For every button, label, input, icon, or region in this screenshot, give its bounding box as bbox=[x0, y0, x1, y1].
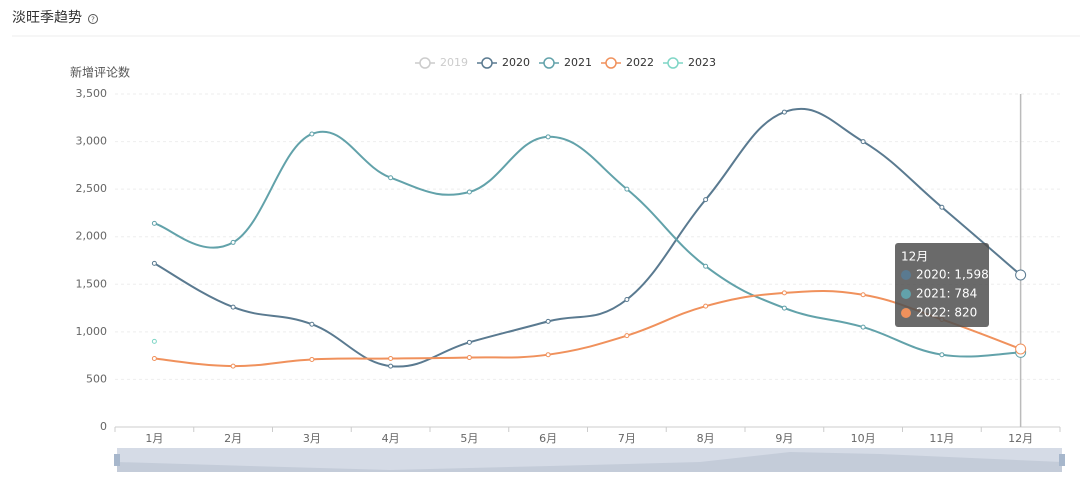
y-tick-label: 3,500 bbox=[76, 87, 108, 100]
data-point bbox=[388, 175, 394, 181]
legend-item[interactable]: 2022 bbox=[601, 56, 654, 69]
data-point bbox=[151, 355, 157, 361]
datazoom[interactable] bbox=[114, 448, 1065, 472]
x-tick-label: 3月 bbox=[303, 432, 321, 445]
legend-symbol bbox=[605, 57, 617, 69]
data-point bbox=[466, 189, 472, 195]
data-point bbox=[624, 333, 630, 339]
x-tick-label: 6月 bbox=[539, 432, 557, 445]
data-point bbox=[939, 352, 945, 358]
tooltip-swatch bbox=[901, 289, 911, 299]
x-tick-label: 2月 bbox=[224, 432, 242, 445]
data-point bbox=[230, 304, 236, 310]
help-icon-glyph: ? bbox=[91, 16, 95, 24]
data-point bbox=[1015, 269, 1027, 281]
legend-item[interactable]: 2019 bbox=[415, 56, 468, 69]
y-tick-label: 2,500 bbox=[76, 182, 108, 195]
legend-item[interactable]: 2023 bbox=[663, 56, 716, 69]
y-tick-label: 3,000 bbox=[76, 135, 108, 148]
data-point bbox=[151, 260, 157, 266]
data-point bbox=[230, 239, 236, 245]
data-point bbox=[388, 363, 394, 369]
y-tick-label: 1,000 bbox=[76, 325, 108, 338]
tooltip-box bbox=[895, 243, 989, 327]
series-line bbox=[154, 289, 1021, 368]
tooltip-title: 12月 bbox=[901, 250, 928, 264]
data-point bbox=[860, 292, 866, 298]
y-tick-label: 500 bbox=[86, 372, 107, 385]
data-point bbox=[781, 109, 787, 115]
data-point bbox=[309, 356, 315, 362]
x-tick-label: 1月 bbox=[145, 432, 163, 445]
data-point bbox=[703, 303, 709, 309]
data-point bbox=[545, 318, 551, 324]
tooltip-line: 2021: 784 bbox=[916, 287, 977, 301]
tooltip-swatch bbox=[901, 308, 911, 318]
data-point bbox=[781, 305, 787, 311]
data-point bbox=[860, 139, 866, 145]
data-point bbox=[703, 197, 709, 203]
tooltip-line: 2020: 1,598 bbox=[916, 268, 989, 282]
chart-title: 淡旺季趋势 bbox=[12, 10, 82, 26]
data-point bbox=[624, 297, 630, 303]
data-point bbox=[151, 220, 157, 226]
data-point bbox=[151, 338, 157, 344]
legend-item[interactable]: 2020 bbox=[477, 56, 530, 69]
data-point bbox=[624, 186, 630, 192]
legend-label: 2020 bbox=[502, 56, 530, 69]
datazoom-shadow bbox=[117, 452, 1062, 472]
legend-symbol bbox=[543, 57, 555, 69]
data-point bbox=[309, 131, 315, 137]
data-point bbox=[230, 363, 236, 369]
data-point bbox=[466, 355, 472, 361]
data-point bbox=[545, 352, 551, 358]
series-line bbox=[153, 107, 1022, 368]
y-tick-label: 0 bbox=[100, 420, 107, 433]
tooltip: 12月 2020: 1,598 2021: 784 2022: 820 bbox=[895, 243, 989, 327]
data-point bbox=[781, 290, 787, 296]
x-tick-label: 12月 bbox=[1008, 432, 1033, 445]
legend-label: 2021 bbox=[564, 56, 592, 69]
x-tick-label: 10月 bbox=[851, 432, 876, 445]
x-tick-label: 8月 bbox=[697, 432, 715, 445]
x-tick-label: 4月 bbox=[382, 432, 400, 445]
y-tick-label: 2,000 bbox=[76, 230, 108, 243]
data-point bbox=[1015, 343, 1027, 355]
data-point bbox=[466, 339, 472, 345]
help-icon[interactable] bbox=[88, 14, 98, 24]
x-tick-label: 11月 bbox=[929, 432, 954, 445]
data-point bbox=[309, 321, 315, 327]
legend-label: 2019 bbox=[440, 56, 468, 69]
series-line bbox=[154, 130, 1021, 358]
x-tick-label: 5月 bbox=[460, 432, 478, 445]
data-point bbox=[860, 324, 866, 330]
datazoom-handle[interactable] bbox=[114, 454, 120, 466]
data-point bbox=[703, 263, 709, 269]
legend-label: 2022 bbox=[626, 56, 654, 69]
y-axis-label: 新增评论数 bbox=[70, 65, 130, 80]
tooltip-line: 2022: 820 bbox=[916, 306, 977, 320]
legend-symbol bbox=[419, 57, 431, 69]
legend-symbol bbox=[481, 57, 493, 69]
legend-item[interactable]: 2021 bbox=[539, 56, 592, 69]
tooltip-swatch bbox=[901, 270, 911, 280]
data-point bbox=[545, 134, 551, 140]
y-tick-label: 1,500 bbox=[76, 277, 108, 290]
legend-symbol bbox=[667, 57, 679, 69]
legend-label: 2023 bbox=[688, 56, 716, 69]
data-point bbox=[388, 355, 394, 361]
data-point bbox=[939, 204, 945, 210]
x-tick-label: 9月 bbox=[775, 432, 793, 445]
x-tick-label: 7月 bbox=[618, 432, 636, 445]
datazoom-handle[interactable] bbox=[1059, 454, 1065, 466]
